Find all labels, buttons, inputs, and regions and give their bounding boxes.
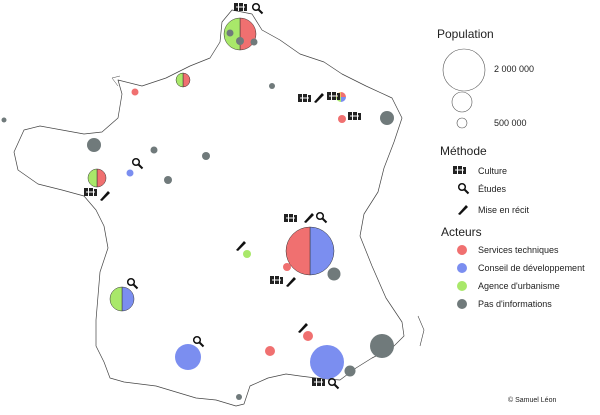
city-lille xyxy=(223,17,257,51)
city-marker xyxy=(265,346,275,356)
legend-population-circle-medium xyxy=(451,91,473,113)
legend-methode-label: Études xyxy=(478,184,507,194)
camera-icon xyxy=(297,93,312,103)
city-marker xyxy=(1,117,7,123)
city-marker xyxy=(150,146,158,154)
legend-acteurs-title: Acteurs xyxy=(441,225,482,239)
city-marker xyxy=(250,38,258,46)
legend-methode-label: Culture xyxy=(478,166,507,176)
city-marker xyxy=(338,115,346,123)
camera-icon xyxy=(233,2,248,12)
city-rouen xyxy=(175,72,191,88)
legend-population-label: 2 000 000 xyxy=(494,64,534,74)
pen-nib-icon xyxy=(458,205,468,215)
legend-methode-label: Mise en récit xyxy=(478,205,530,215)
camera-icon xyxy=(326,91,341,101)
city-marker xyxy=(370,334,394,358)
camera-icon xyxy=(283,213,298,223)
camera-icon xyxy=(347,111,362,121)
legend-population-circle-large xyxy=(442,48,486,92)
city-marker xyxy=(236,37,244,45)
city-marker xyxy=(269,83,275,89)
city-marker xyxy=(380,111,394,125)
magnifier-icon xyxy=(251,2,264,15)
city-bordeaux xyxy=(109,286,135,312)
city-marker xyxy=(202,152,210,160)
camera-icon xyxy=(311,377,326,387)
city-marker xyxy=(236,394,242,400)
credit: © Samuel Léon xyxy=(508,396,556,404)
legend-acteurs-label: Agence d'urbanisme xyxy=(478,281,560,291)
city-marker xyxy=(226,29,234,37)
legend: Population 2 000 000 500 000 Méthode Cul… xyxy=(437,27,585,309)
legend-swatch-services xyxy=(457,245,467,255)
city-marker xyxy=(126,169,134,177)
city-markers xyxy=(1,17,394,400)
magnifier-icon xyxy=(327,377,340,390)
legend-acteurs-label: Conseil de développement xyxy=(478,263,585,273)
legend-swatch-none xyxy=(457,299,467,309)
city-marker xyxy=(175,344,201,370)
legend-population-circle-small xyxy=(456,117,468,129)
france-outline xyxy=(13,9,405,407)
legend-swatch-agence xyxy=(457,281,467,291)
magnifier-icon xyxy=(457,182,470,195)
city-marker xyxy=(310,345,344,379)
city-marker xyxy=(283,263,291,271)
legend-acteurs-label: Services techniques xyxy=(478,245,559,255)
legend-methode-title: Méthode xyxy=(440,144,487,158)
city-marker xyxy=(131,88,139,96)
camera-icon xyxy=(452,165,467,175)
legend-swatch-conseil xyxy=(457,263,467,273)
city-marker xyxy=(344,365,356,377)
city-rennes xyxy=(87,168,107,188)
camera-icon xyxy=(269,275,284,285)
city-marker xyxy=(303,331,313,341)
city-marker xyxy=(243,250,251,258)
legend-acteurs-label: Pas d'informations xyxy=(478,299,552,309)
camera-icon xyxy=(83,187,98,197)
legend-population-title: Population xyxy=(437,27,494,41)
city-marker xyxy=(164,176,172,184)
city-marker xyxy=(327,267,341,281)
city-lyon xyxy=(285,226,335,276)
city-marker xyxy=(87,138,101,152)
legend-population-label: 500 000 xyxy=(494,118,527,128)
